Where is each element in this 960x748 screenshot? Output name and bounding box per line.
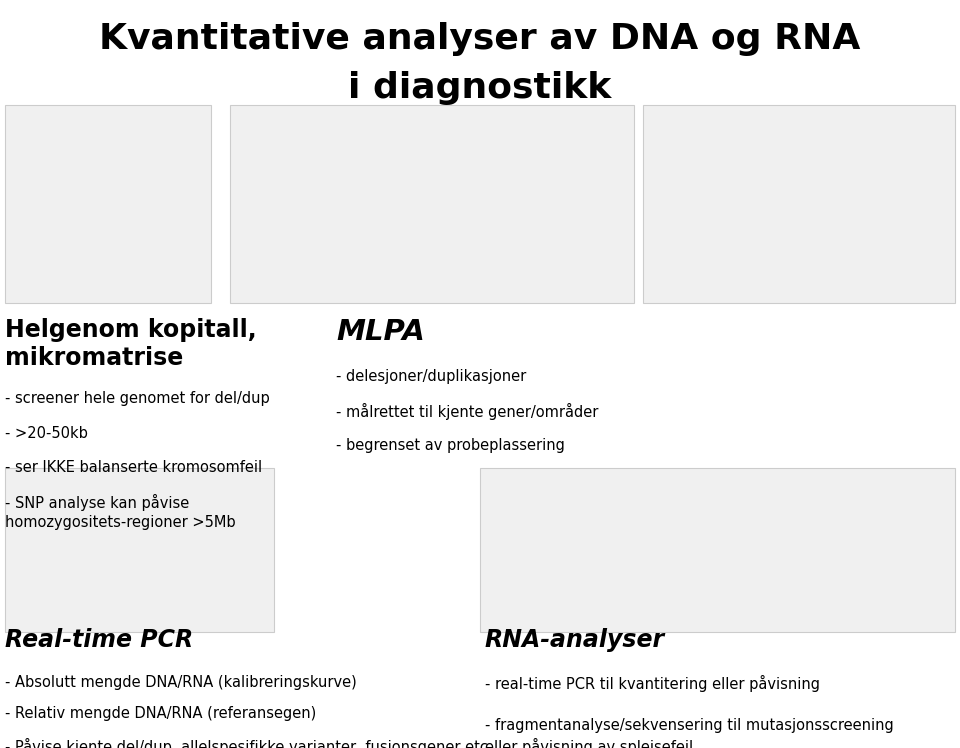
Text: - delesjoner/duplikasjoner: - delesjoner/duplikasjoner [336, 369, 526, 384]
FancyBboxPatch shape [480, 468, 955, 632]
Text: Helgenom kopitall,
mikromatrise: Helgenom kopitall, mikromatrise [5, 318, 256, 370]
Text: RNA-analyser: RNA-analyser [485, 628, 665, 652]
FancyBboxPatch shape [5, 468, 274, 632]
Text: - Absolutt mengde DNA/RNA (kalibreringskurve): - Absolutt mengde DNA/RNA (kalibreringsk… [5, 675, 356, 690]
Text: i diagnostikk: i diagnostikk [348, 71, 612, 105]
Text: - begrenset av probeplassering: - begrenset av probeplassering [336, 438, 564, 453]
Text: - real-time PCR til kvantitering eller påvisning: - real-time PCR til kvantitering eller p… [485, 675, 820, 692]
Text: - Påvise kjente del/dup, allelspesifikke varianter, fusjonsgener etc.: - Påvise kjente del/dup, allelspesifikke… [5, 738, 492, 748]
Text: Kvantitative analyser av DNA og RNA: Kvantitative analyser av DNA og RNA [99, 22, 861, 56]
FancyBboxPatch shape [643, 105, 955, 303]
Text: - Relativ mengde DNA/RNA (referansegen): - Relativ mengde DNA/RNA (referansegen) [5, 706, 316, 721]
Text: Real-time PCR: Real-time PCR [5, 628, 193, 652]
Text: MLPA: MLPA [336, 318, 424, 346]
Text: - >20-50kb: - >20-50kb [5, 426, 87, 441]
Text: - SNP analyse kan påvise
homozygositets-regioner >5Mb: - SNP analyse kan påvise homozygositets-… [5, 494, 235, 530]
FancyBboxPatch shape [5, 105, 211, 303]
FancyBboxPatch shape [230, 105, 634, 303]
Text: - fragmentanalyse/sekvensering til mutasjonsscreening
eller påvisning av spleise: - fragmentanalyse/sekvensering til mutas… [485, 718, 894, 748]
Text: - målrettet til kjente gener/områder: - målrettet til kjente gener/områder [336, 403, 598, 420]
Text: - ser IKKE balanserte kromosomfeil: - ser IKKE balanserte kromosomfeil [5, 460, 262, 475]
Text: - screener hele genomet for del/dup: - screener hele genomet for del/dup [5, 391, 270, 406]
